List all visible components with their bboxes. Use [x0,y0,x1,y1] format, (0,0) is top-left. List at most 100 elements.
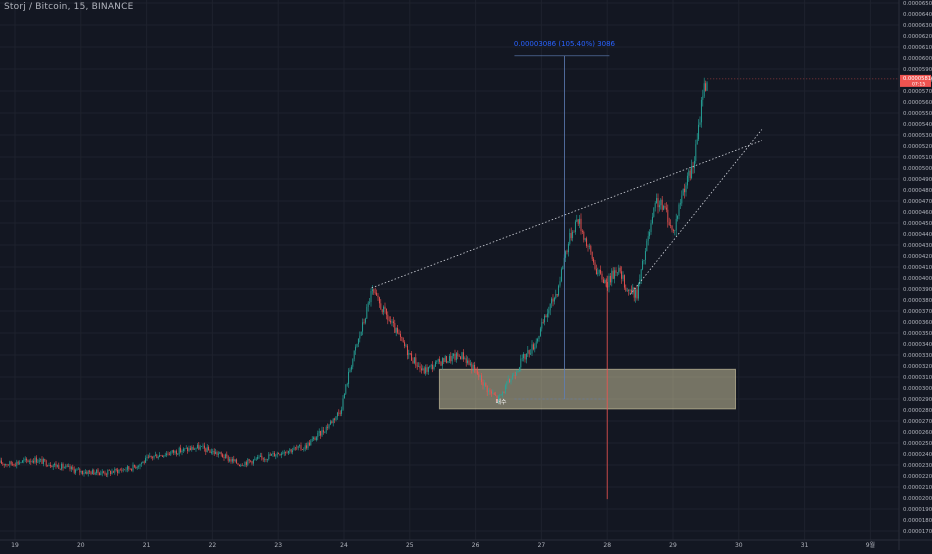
candle-body [148,457,149,458]
x-tick-label: 9월 [866,541,875,549]
candle-body [618,268,619,273]
candle-body [593,259,594,263]
candle-body [476,369,477,370]
candle-body [397,328,398,333]
candle-body [257,457,258,459]
candle-body [681,196,682,204]
candle-body [252,461,253,464]
candle-body [520,359,521,368]
candle-body [226,454,227,456]
candle-body [343,398,344,409]
candle-body [485,383,486,386]
candle-body [138,466,139,467]
candle-body [532,344,533,353]
candle-body [60,469,61,470]
candle-body [572,232,573,238]
candle-body [442,358,443,365]
candle-body [210,450,211,452]
candle-body [345,385,346,394]
candle-body [79,469,80,472]
candle-body [665,206,666,208]
candle-body [71,467,72,469]
candle-body [253,460,254,464]
candle-body [95,473,96,474]
candle-body [102,471,103,473]
candle-body [193,447,194,450]
candle-body [176,451,177,454]
candle-body [19,463,20,464]
x-tick-label: 22 [209,542,217,549]
candle-body [128,466,129,469]
candle-body [215,452,216,454]
candle-body [137,467,138,468]
candle-body [92,470,93,474]
candle-body [428,367,429,372]
candle-body [544,316,545,323]
candle-body [124,469,125,470]
candle-body [110,471,111,474]
candle-body [362,322,363,331]
candle-body [606,280,607,287]
candle-body [455,354,456,360]
candle-body [88,471,89,474]
candle-body [117,470,118,473]
candle-body [698,125,699,140]
candle-body [295,448,296,449]
candle-body [522,358,523,359]
candle-body [114,469,115,473]
candle-body [467,360,468,362]
candle-body [576,219,577,221]
candle-body [72,467,73,469]
candle-body [599,270,600,273]
candle-body [688,171,689,176]
x-tick-label: 25 [406,542,414,549]
candle-body [686,185,687,192]
candle-body [134,465,135,467]
candle-body [100,473,101,475]
candle-body [212,451,213,452]
candle-body [315,437,316,440]
candle-body [611,271,612,283]
candle-body [277,453,278,455]
candle-body [63,464,64,468]
candle-body [389,320,390,321]
candle-body [140,464,141,466]
candle-body [408,353,409,355]
candle-body [217,452,218,455]
candle-body [287,453,288,454]
candle-body [289,449,290,451]
candle-body [53,465,54,467]
candle-body [404,342,405,346]
candle-body [173,450,174,453]
candle-body [457,353,458,356]
candle-body [184,448,185,449]
candle-body [57,465,58,466]
y-tick-label: 0.00001700 [903,529,932,535]
candle-body [499,395,500,396]
candle-body [579,219,580,224]
candle-body [28,460,29,462]
candle-body [61,464,62,469]
candle-body [303,449,304,450]
candle-body [82,471,83,474]
symbol-title[interactable]: Storj / Bitcoin, 15, BINANCE [4,2,133,12]
candle-body [168,454,169,455]
candle-body [238,464,239,465]
candle-body [536,341,537,347]
candle-body [410,353,411,354]
candle-body [513,375,514,376]
candle-body [25,459,26,460]
candle-body [341,410,342,414]
candle-body [320,431,321,436]
candle-body [469,360,470,364]
candle-body [266,459,267,460]
candle-body [700,122,701,124]
candle-body [646,241,647,251]
candle-body [93,470,94,474]
